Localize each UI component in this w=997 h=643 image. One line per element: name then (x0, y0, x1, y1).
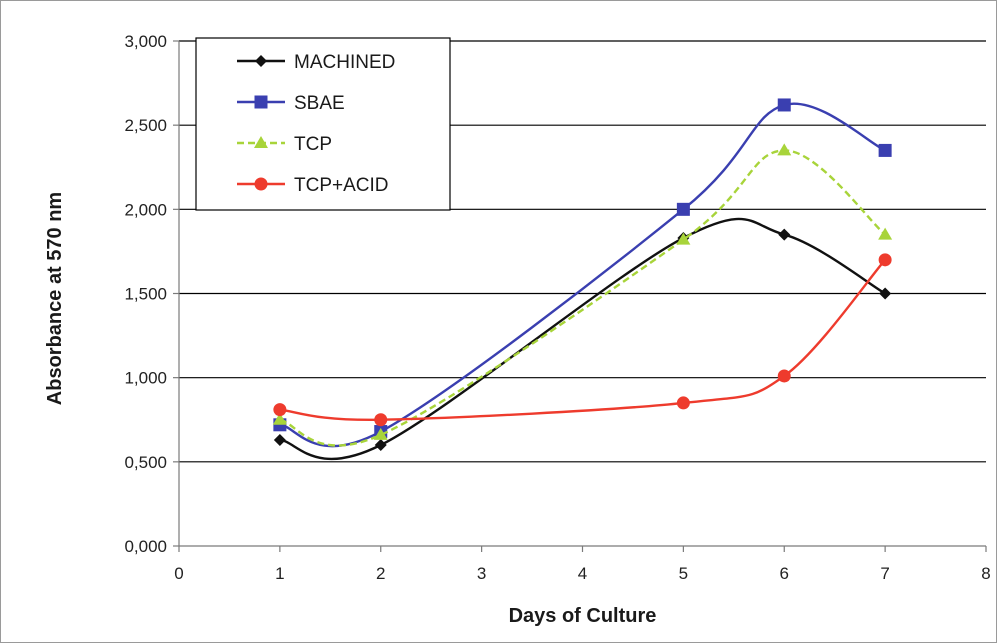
point-tcp-4 (878, 227, 893, 240)
point-tcp-acid-2 (676, 396, 690, 410)
legend-label-tcp: TCP (294, 134, 332, 155)
point-machined-3 (778, 228, 791, 241)
series-tcp-acid (273, 253, 892, 427)
point-tcp-1 (373, 427, 388, 440)
x-tick-label-3: 3 (477, 564, 486, 583)
legend-marker-tcp (254, 136, 268, 148)
point-sbae-2 (676, 202, 690, 216)
y-tick-label-4: 2,000 (124, 200, 167, 219)
x-tick-label-5: 5 (679, 564, 688, 583)
legend-label-machined: MACHINED (294, 52, 395, 73)
legend: MACHINED SBAE TCP TCP+ACID (195, 37, 451, 211)
series-line-tcp-acid (279, 259, 887, 422)
y-tick-label-2: 1,000 (124, 369, 167, 388)
y-axis-ticks: 0,000 0,500 1,000 1,500 2,000 2,500 3,000 (124, 32, 179, 556)
y-tick-label-5: 2,500 (124, 116, 167, 135)
x-tick-label-6: 6 (780, 564, 789, 583)
series-machined (273, 217, 892, 461)
point-tcp-acid-4 (878, 253, 892, 267)
point-machined-0 (273, 433, 286, 446)
x-tick-label-1: 1 (275, 564, 284, 583)
series-tcp (272, 143, 893, 447)
point-tcp-3 (777, 143, 792, 156)
series-line-tcp (279, 149, 886, 447)
series-line-sbae (279, 102, 886, 448)
series-line-machined (279, 217, 886, 461)
y-axis-title: Absorbance at 570 nm (44, 192, 66, 405)
point-machined-1 (374, 439, 387, 451)
point-tcp-acid-3 (777, 369, 791, 383)
x-tick-label-0: 0 (174, 564, 183, 583)
legend-marker-tcp-acid (254, 177, 268, 191)
point-tcp-acid-0 (273, 403, 287, 417)
x-axis-title: Days of Culture (509, 605, 657, 627)
legend-label-tcp-acid: TCP+ACID (294, 175, 389, 196)
x-tick-label-2: 2 (376, 564, 385, 583)
point-tcp-0 (272, 412, 287, 425)
legend-marker-machined (255, 55, 267, 67)
x-tick-label-4: 4 (578, 564, 587, 583)
point-sbae-3 (777, 98, 791, 112)
point-tcp-acid-1 (374, 413, 388, 427)
y-tick-label-3: 1,500 (124, 285, 167, 304)
x-tick-label-8: 8 (981, 564, 990, 583)
series-sbae (273, 98, 892, 448)
legend-marker-sbae (254, 95, 268, 109)
y-tick-label-1: 0,500 (124, 453, 167, 472)
point-sbae-4 (878, 143, 892, 157)
y-tick-label-6: 3,000 (124, 32, 167, 51)
series-layer (272, 98, 893, 461)
y-tick-label-0: 0,000 (124, 537, 167, 556)
point-machined-4 (879, 287, 892, 300)
x-tick-label-7: 7 (880, 564, 889, 583)
legend-box (195, 37, 451, 211)
x-axis-ticks: 0 1 2 3 4 5 6 7 8 (174, 546, 991, 583)
point-tcp-2 (676, 232, 691, 245)
legend-label-sbae: SBAE (294, 93, 345, 114)
